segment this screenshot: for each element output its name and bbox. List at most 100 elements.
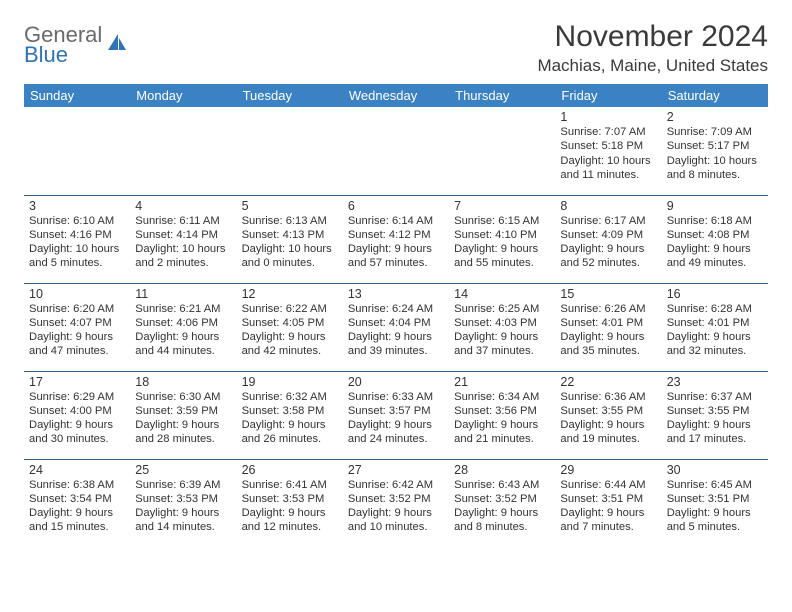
day-number: 19 xyxy=(242,375,338,389)
day-number: 18 xyxy=(135,375,231,389)
weekday-header: Monday xyxy=(130,84,236,107)
day-number: 17 xyxy=(29,375,125,389)
sunset-text: Sunset: 4:03 PM xyxy=(454,316,550,330)
day-details: Sunrise: 6:11 AMSunset: 4:14 PMDaylight:… xyxy=(135,214,231,271)
daylight-text: Daylight: 9 hours and 28 minutes. xyxy=(135,418,231,447)
daylight-text: Daylight: 9 hours and 47 minutes. xyxy=(29,330,125,359)
calendar-day-cell: 19Sunrise: 6:32 AMSunset: 3:58 PMDayligh… xyxy=(237,371,343,459)
day-details: Sunrise: 6:39 AMSunset: 3:53 PMDaylight:… xyxy=(135,478,231,535)
daylight-text: Daylight: 9 hours and 37 minutes. xyxy=(454,330,550,359)
calendar-week-row: 1Sunrise: 7:07 AMSunset: 5:18 PMDaylight… xyxy=(24,107,768,195)
sunrise-text: Sunrise: 7:09 AM xyxy=(667,125,763,139)
daylight-text: Daylight: 9 hours and 5 minutes. xyxy=(667,506,763,535)
day-details: Sunrise: 7:07 AMSunset: 5:18 PMDaylight:… xyxy=(560,125,656,182)
sunrise-text: Sunrise: 6:45 AM xyxy=(667,478,763,492)
calendar-day-cell: 25Sunrise: 6:39 AMSunset: 3:53 PMDayligh… xyxy=(130,459,236,547)
day-details: Sunrise: 6:30 AMSunset: 3:59 PMDaylight:… xyxy=(135,390,231,447)
day-number: 4 xyxy=(135,199,231,213)
daylight-text: Daylight: 9 hours and 39 minutes. xyxy=(348,330,444,359)
sunrise-text: Sunrise: 6:36 AM xyxy=(560,390,656,404)
sunrise-text: Sunrise: 6:33 AM xyxy=(348,390,444,404)
sunrise-text: Sunrise: 6:10 AM xyxy=(29,214,125,228)
sunset-text: Sunset: 4:01 PM xyxy=(667,316,763,330)
daylight-text: Daylight: 9 hours and 24 minutes. xyxy=(348,418,444,447)
sunset-text: Sunset: 4:05 PM xyxy=(242,316,338,330)
calendar-day-cell: 24Sunrise: 6:38 AMSunset: 3:54 PMDayligh… xyxy=(24,459,130,547)
day-details: Sunrise: 7:09 AMSunset: 5:17 PMDaylight:… xyxy=(667,125,763,182)
calendar-day-cell: 17Sunrise: 6:29 AMSunset: 4:00 PMDayligh… xyxy=(24,371,130,459)
day-number: 28 xyxy=(454,463,550,477)
day-number: 15 xyxy=(560,287,656,301)
sunset-text: Sunset: 3:58 PM xyxy=(242,404,338,418)
daylight-text: Daylight: 9 hours and 57 minutes. xyxy=(348,242,444,271)
day-number: 14 xyxy=(454,287,550,301)
sunrise-text: Sunrise: 6:32 AM xyxy=(242,390,338,404)
day-details: Sunrise: 6:20 AMSunset: 4:07 PMDaylight:… xyxy=(29,302,125,359)
sunrise-text: Sunrise: 6:24 AM xyxy=(348,302,444,316)
day-number: 16 xyxy=(667,287,763,301)
sunset-text: Sunset: 4:06 PM xyxy=(135,316,231,330)
day-details: Sunrise: 6:24 AMSunset: 4:04 PMDaylight:… xyxy=(348,302,444,359)
sunrise-text: Sunrise: 6:34 AM xyxy=(454,390,550,404)
day-number: 24 xyxy=(29,463,125,477)
daylight-text: Daylight: 9 hours and 14 minutes. xyxy=(135,506,231,535)
calendar-day-cell: 2Sunrise: 7:09 AMSunset: 5:17 PMDaylight… xyxy=(662,107,768,195)
calendar-day-cell: 22Sunrise: 6:36 AMSunset: 3:55 PMDayligh… xyxy=(555,371,661,459)
sunrise-text: Sunrise: 6:15 AM xyxy=(454,214,550,228)
calendar-day-cell: 30Sunrise: 6:45 AMSunset: 3:51 PMDayligh… xyxy=(662,459,768,547)
title-block: November 2024 Machias, Maine, United Sta… xyxy=(537,20,768,76)
sunrise-text: Sunrise: 6:43 AM xyxy=(454,478,550,492)
sunrise-text: Sunrise: 6:26 AM xyxy=(560,302,656,316)
calendar-day-cell: 3Sunrise: 6:10 AMSunset: 4:16 PMDaylight… xyxy=(24,195,130,283)
sunrise-text: Sunrise: 6:41 AM xyxy=(242,478,338,492)
weekday-header: Tuesday xyxy=(237,84,343,107)
sunset-text: Sunset: 3:57 PM xyxy=(348,404,444,418)
calendar-day-cell: 5Sunrise: 6:13 AMSunset: 4:13 PMDaylight… xyxy=(237,195,343,283)
day-details: Sunrise: 6:15 AMSunset: 4:10 PMDaylight:… xyxy=(454,214,550,271)
calendar-day-cell: 13Sunrise: 6:24 AMSunset: 4:04 PMDayligh… xyxy=(343,283,449,371)
sunset-text: Sunset: 3:52 PM xyxy=(454,492,550,506)
weekday-header: Thursday xyxy=(449,84,555,107)
calendar-day-cell: 11Sunrise: 6:21 AMSunset: 4:06 PMDayligh… xyxy=(130,283,236,371)
sunrise-text: Sunrise: 6:11 AM xyxy=(135,214,231,228)
sunset-text: Sunset: 3:51 PM xyxy=(667,492,763,506)
calendar-header-row: SundayMondayTuesdayWednesdayThursdayFrid… xyxy=(24,84,768,107)
sunrise-text: Sunrise: 6:14 AM xyxy=(348,214,444,228)
calendar-day-cell: 8Sunrise: 6:17 AMSunset: 4:09 PMDaylight… xyxy=(555,195,661,283)
sail-icon xyxy=(106,32,128,59)
location: Machias, Maine, United States xyxy=(537,56,768,76)
sunrise-text: Sunrise: 6:28 AM xyxy=(667,302,763,316)
sunset-text: Sunset: 4:07 PM xyxy=(29,316,125,330)
sunset-text: Sunset: 4:13 PM xyxy=(242,228,338,242)
day-details: Sunrise: 6:17 AMSunset: 4:09 PMDaylight:… xyxy=(560,214,656,271)
weekday-header: Saturday xyxy=(662,84,768,107)
calendar-day-cell xyxy=(449,107,555,195)
calendar-day-cell xyxy=(130,107,236,195)
day-details: Sunrise: 6:34 AMSunset: 3:56 PMDaylight:… xyxy=(454,390,550,447)
day-details: Sunrise: 6:14 AMSunset: 4:12 PMDaylight:… xyxy=(348,214,444,271)
sunset-text: Sunset: 3:53 PM xyxy=(242,492,338,506)
sunset-text: Sunset: 3:52 PM xyxy=(348,492,444,506)
daylight-text: Daylight: 9 hours and 10 minutes. xyxy=(348,506,444,535)
calendar-day-cell: 7Sunrise: 6:15 AMSunset: 4:10 PMDaylight… xyxy=(449,195,555,283)
calendar-day-cell: 20Sunrise: 6:33 AMSunset: 3:57 PMDayligh… xyxy=(343,371,449,459)
day-number: 30 xyxy=(667,463,763,477)
day-details: Sunrise: 6:45 AMSunset: 3:51 PMDaylight:… xyxy=(667,478,763,535)
sunset-text: Sunset: 4:09 PM xyxy=(560,228,656,242)
day-number: 13 xyxy=(348,287,444,301)
daylight-text: Daylight: 9 hours and 15 minutes. xyxy=(29,506,125,535)
daylight-text: Daylight: 9 hours and 26 minutes. xyxy=(242,418,338,447)
sunset-text: Sunset: 3:54 PM xyxy=(29,492,125,506)
sunrise-text: Sunrise: 6:29 AM xyxy=(29,390,125,404)
day-details: Sunrise: 6:43 AMSunset: 3:52 PMDaylight:… xyxy=(454,478,550,535)
daylight-text: Daylight: 9 hours and 49 minutes. xyxy=(667,242,763,271)
calendar-day-cell xyxy=(24,107,130,195)
day-details: Sunrise: 6:10 AMSunset: 4:16 PMDaylight:… xyxy=(29,214,125,271)
daylight-text: Daylight: 10 hours and 0 minutes. xyxy=(242,242,338,271)
day-number: 23 xyxy=(667,375,763,389)
sunset-text: Sunset: 5:17 PM xyxy=(667,139,763,153)
logo-line2: Blue xyxy=(24,44,102,66)
sunrise-text: Sunrise: 6:37 AM xyxy=(667,390,763,404)
day-details: Sunrise: 6:44 AMSunset: 3:51 PMDaylight:… xyxy=(560,478,656,535)
sunrise-text: Sunrise: 6:18 AM xyxy=(667,214,763,228)
